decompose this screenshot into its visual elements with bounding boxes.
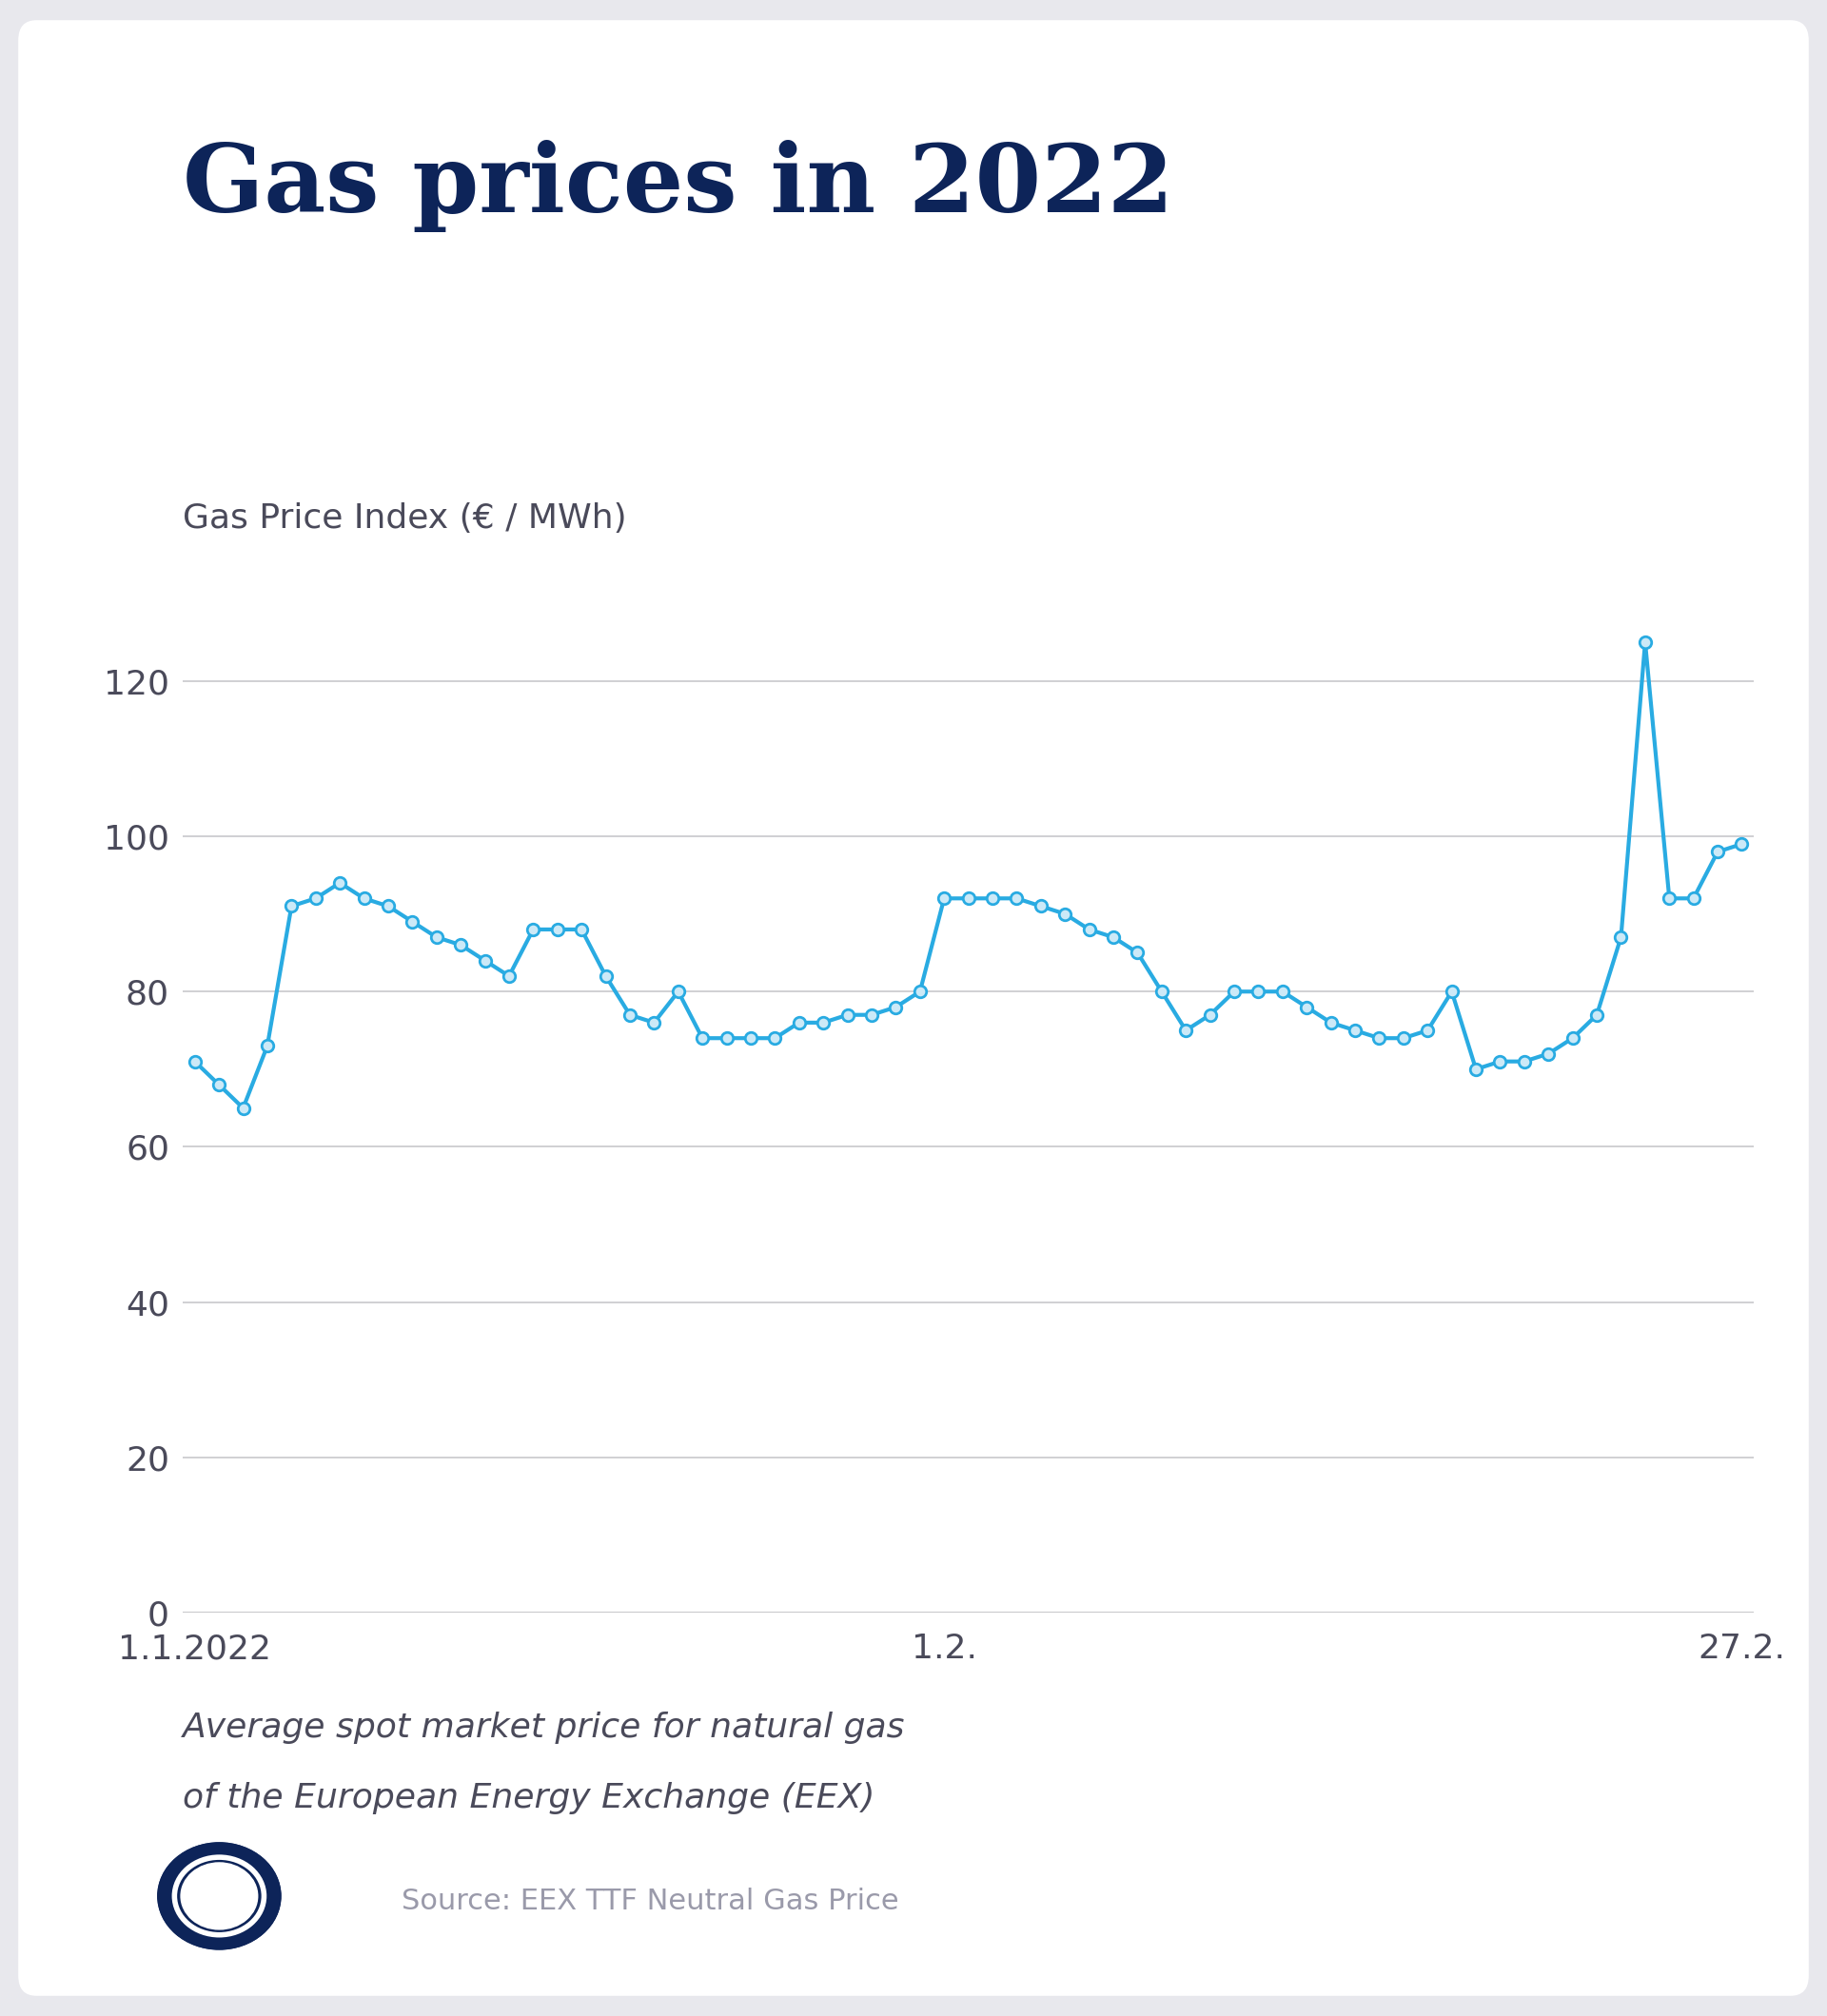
Text: Gas Price Index (€ / MWh): Gas Price Index (€ / MWh) bbox=[183, 502, 627, 534]
Text: Average spot market price for natural gas: Average spot market price for natural ga… bbox=[183, 1712, 906, 1744]
Text: Source: EEX TTF Neutral Gas Price: Source: EEX TTF Neutral Gas Price bbox=[402, 1887, 899, 1915]
Text: of the European Energy Exchange (EEX): of the European Energy Exchange (EEX) bbox=[183, 1782, 875, 1814]
Circle shape bbox=[157, 1843, 281, 1949]
Text: DW: DW bbox=[199, 1887, 239, 1905]
Circle shape bbox=[181, 1863, 258, 1929]
Text: DW: DW bbox=[195, 1885, 243, 1907]
Text: Gas prices in 2022: Gas prices in 2022 bbox=[183, 139, 1173, 232]
Circle shape bbox=[157, 1843, 281, 1949]
